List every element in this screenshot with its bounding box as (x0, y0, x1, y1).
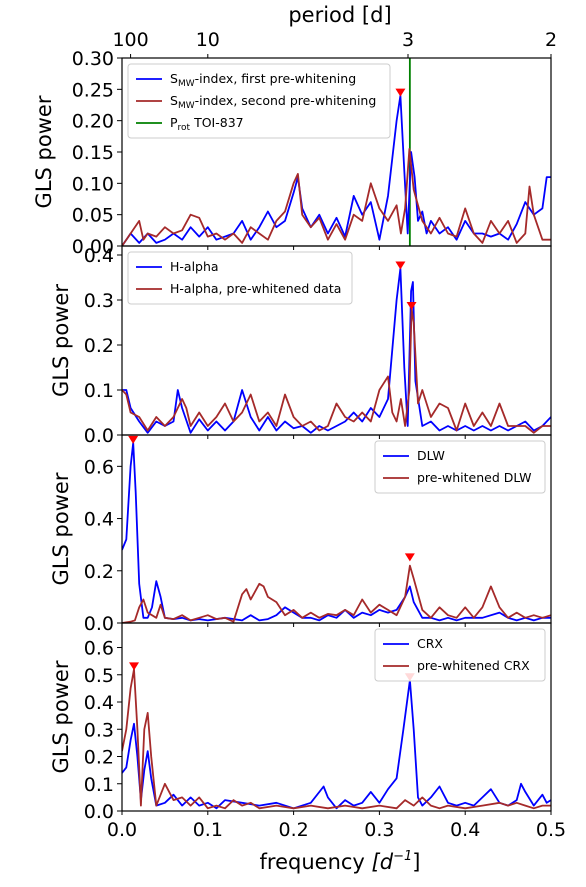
x-tick-label: 0.4 (450, 819, 480, 841)
y-tick-label: 0.2 (84, 747, 114, 769)
y-tick-label: 0.0 (84, 801, 114, 823)
y-tick-label: 0.0 (84, 425, 114, 447)
legend-label: DLW (417, 448, 445, 463)
y-tick-label: 0.6 (84, 638, 114, 660)
y-tick-label: 0.3 (84, 719, 114, 741)
legend-label: Prot TOI-837 (170, 115, 244, 133)
top-tick-label: 10 (196, 29, 220, 51)
peak-marker-1 (128, 435, 139, 444)
y-tick-label: 0.2 (84, 335, 114, 357)
peak-marker-1 (129, 662, 140, 671)
y-tick-label: 0.4 (84, 509, 114, 531)
legend-label: SMW-index, first pre-whitening (170, 71, 356, 89)
series-line-1 (122, 679, 551, 810)
y-tick-label: 0.4 (84, 692, 114, 714)
x-tick-label: 0.0 (107, 819, 137, 841)
legend-box (127, 63, 391, 139)
x-tick-label: 0.3 (364, 819, 394, 841)
y-axis-label: GLS power (49, 472, 73, 585)
panel-4: 0.0 0.1 0.2 0.3 0.4 0.5 0.6 GLS power CRX pre-whi… (49, 622, 552, 823)
series-line-2 (122, 668, 551, 810)
legend-label: H-alpha (170, 259, 219, 274)
panel-frame (121, 622, 552, 812)
y-tick-label: 0.1 (84, 380, 114, 402)
top-tick-label: 3 (402, 29, 414, 51)
top-tick-label: 2 (545, 29, 557, 51)
y-tick-label: 0.20 (72, 111, 114, 133)
peak-marker-1 (395, 88, 406, 97)
panel-3: 0.0 0.2 0.4 0.6 GLS power DLW pre-whitened DLW (49, 434, 552, 635)
top-axis-label: period [d] (288, 3, 391, 27)
y-axis-label: GLS power (49, 284, 73, 397)
y-tick-label: 0.30 (72, 48, 114, 70)
y-tick-label: 0.15 (72, 142, 114, 164)
y-tick-label: 0.4 (84, 245, 114, 267)
y-tick-label: 0.5 (84, 665, 114, 687)
x-tick-label: 0.5 (536, 819, 566, 841)
series-line-2 (122, 564, 551, 623)
x-tick-label: 0.1 (193, 819, 223, 841)
legend-label: pre-whitened CRX (417, 658, 530, 673)
series-line-1 (122, 94, 551, 246)
peak-marker-2 (406, 302, 417, 310)
y-axis-label: GLS power (32, 95, 56, 208)
y-tick-label: 0.05 (72, 205, 114, 227)
legend-box (374, 440, 546, 494)
x-axis-label: frequency [d−1] (260, 849, 421, 874)
peak-marker-2 (404, 553, 415, 562)
y-tick-label: 0.10 (72, 173, 114, 195)
x-tick-label: 0.2 (278, 819, 308, 841)
y-tick-label: 0.1 (84, 774, 114, 796)
y-tick-label: 0.0 (84, 613, 114, 635)
legend-label: CRX (417, 636, 443, 651)
series-line-1 (122, 267, 551, 434)
series-line-1 (122, 441, 551, 622)
x-axis-ticks: 0.0 0.1 0.2 0.3 0.4 0.5 (107, 819, 566, 841)
y-tick-label: 0.00 (72, 236, 114, 258)
legend-box (127, 251, 353, 305)
y-tick-label: 0.2 (84, 561, 114, 583)
panel-1: 0.00 0.05 0.10 0.15 0.20 0.25 0.30 GLS power SMW… (32, 48, 552, 258)
series-line-2 (122, 308, 551, 434)
y-tick-label: 0.6 (84, 456, 114, 478)
top-axis-ticks: 100 10 3 2 (112, 29, 557, 58)
peak-marker-1 (395, 261, 406, 270)
legend-label: pre-whitened DLW (417, 470, 532, 485)
legend-box (374, 628, 546, 682)
panels: 0.00 0.05 0.10 0.15 0.20 0.25 0.30 GLS power SMW… (32, 48, 552, 823)
y-tick-label: 0.25 (72, 79, 114, 101)
panel-2: 0.0 0.1 0.2 0.3 0.4 GLS power H-alpha H-alpha, … (49, 245, 552, 447)
series-line-2 (122, 148, 551, 246)
legend-label: SMW-index, second pre-whitening (170, 93, 376, 111)
y-tick-label: 0.3 (84, 290, 114, 312)
legend-label: H-alpha, pre-whitened data (170, 281, 341, 296)
y-axis-label: GLS power (49, 660, 73, 773)
top-tick-label: 100 (112, 29, 148, 51)
